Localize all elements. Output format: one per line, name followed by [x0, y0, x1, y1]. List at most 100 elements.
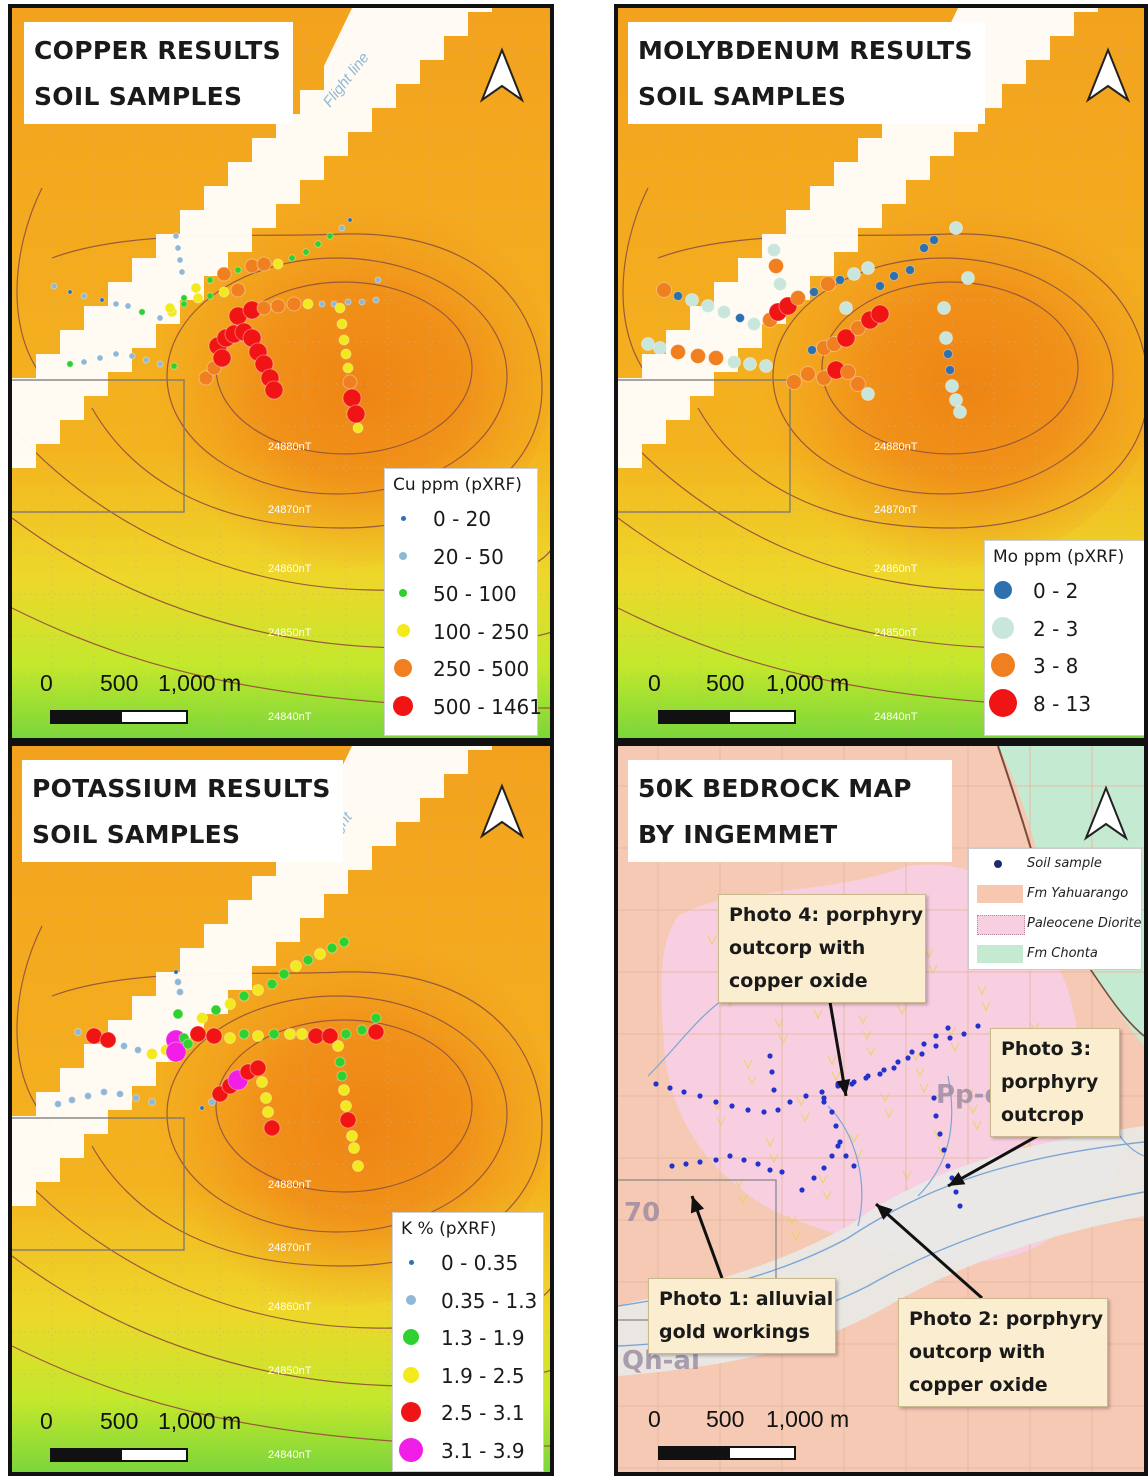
- soil-sample-point: [205, 1027, 223, 1045]
- scale-bar-black: [50, 710, 122, 724]
- legend-row: 3.1 - 3.9: [393, 1431, 543, 1469]
- soil-sample-point: [697, 1093, 703, 1099]
- soil-sample-point: [836, 328, 856, 348]
- callout-photo3-line2: porphyry: [1001, 1071, 1099, 1093]
- soil-sample-point: [347, 217, 353, 223]
- contour-label: 24840nT: [268, 711, 312, 723]
- scale-label-1000: 1,000 m: [158, 1408, 242, 1434]
- molybdenum-title-line1: MOLYBDENUM RESULTS: [638, 36, 973, 65]
- legend-label: 50 - 100: [433, 582, 517, 606]
- soil-sample-point: [148, 1098, 156, 1106]
- soil-sample-point: [212, 348, 232, 368]
- soil-sample-point: [348, 1142, 360, 1154]
- soil-sample-point: [249, 1059, 267, 1077]
- soil-sample-point: [338, 224, 346, 232]
- soil-sample-point: [850, 320, 866, 336]
- contour-label: 24860nT: [268, 1301, 312, 1313]
- legend-label: 0 - 0.35: [441, 1251, 519, 1275]
- soil-sample-point: [905, 265, 915, 275]
- soil-sample-point: [198, 370, 214, 386]
- diorite-pattern: [858, 1014, 868, 1025]
- soil-sample-point: [260, 1092, 272, 1104]
- legend-row: 0 - 0.35: [393, 1243, 543, 1281]
- soil-sample-point: [931, 1095, 937, 1101]
- callout-photo4-line1: Photo 4: porphyry: [729, 904, 923, 926]
- legend-soil-sample: Soil sample: [969, 849, 1141, 879]
- diorite-pattern: [866, 1046, 876, 1057]
- soil-sample-point: [374, 276, 382, 284]
- soil-sample-point: [338, 936, 350, 948]
- geology-label-70: 70: [624, 1198, 661, 1228]
- soil-sample-point: [861, 387, 875, 401]
- yahuarango-swatch: [977, 885, 1023, 903]
- soil-sample-point: [224, 998, 236, 1010]
- soil-sample-point: [146, 1048, 158, 1060]
- legend-symbol-icon: [399, 1437, 423, 1462]
- soil-sample-point: [816, 370, 832, 386]
- soil-sample-point: [933, 1033, 939, 1039]
- soil-sample-point: [837, 1139, 843, 1145]
- diorite-pattern: [928, 964, 938, 975]
- soil-sample-point: [230, 282, 246, 298]
- soil-sample-point: [937, 301, 951, 315]
- soil-sample-point: [210, 1004, 222, 1016]
- molybdenum-legend: Mo ppm (pXRF) 0 - 2 2 - 3 3 - 8 8 - 13: [984, 540, 1144, 736]
- soil-sample-point: [729, 1103, 735, 1109]
- soil-sample-point: [683, 1161, 689, 1167]
- potassium-scale-bar: 0 500 1,000 m: [40, 1408, 280, 1468]
- legend-label: 2.5 - 3.1: [441, 1401, 525, 1425]
- soil-sample-point: [961, 271, 975, 285]
- soil-sample-point: [769, 1069, 775, 1075]
- soil-sample-point: [690, 348, 706, 364]
- callout-photo2: Photo 2: porphyry outcorp with copper ox…: [898, 1298, 1108, 1407]
- soil-sample-point: [356, 1024, 368, 1036]
- contour-label: 24880nT: [268, 1179, 312, 1191]
- legend-row: 1.9 - 2.5: [393, 1356, 543, 1394]
- contour-label: 24850nT: [268, 627, 312, 639]
- legend-label: 1.9 - 2.5: [441, 1363, 525, 1388]
- soil-sample-point: [921, 1041, 927, 1047]
- legend-row: 2.5 - 3.1: [393, 1393, 543, 1431]
- soil-sample-point: [338, 334, 350, 346]
- soil-sample-point: [178, 268, 186, 276]
- legend-symbol-icon: [991, 653, 1015, 677]
- contour-label: 24860nT: [268, 563, 312, 575]
- soil-sample-point: [199, 1105, 205, 1111]
- diorite-pattern: [743, 1059, 753, 1070]
- soil-sample-point: [176, 256, 184, 264]
- callout-photo2-line3: copper oxide: [909, 1374, 1048, 1396]
- soil-sample-point: [656, 282, 672, 298]
- soil-sample-point: [717, 305, 731, 319]
- potassium-legend-rows: 0 - 0.35 0.35 - 1.3 1.3 - 1.9 1.9 - 2.5 2.5 …: [393, 1243, 543, 1468]
- soil-sample-point: [941, 1147, 947, 1153]
- soil-sample-point: [340, 348, 352, 360]
- legend-label: 3 - 8: [1033, 654, 1079, 678]
- soil-sample-point: [156, 360, 164, 368]
- contour-label: 24850nT: [268, 1365, 312, 1377]
- scale-label-1000: 1,000 m: [766, 670, 850, 696]
- molybdenum-panel: 24880nT 24870nT 24860nT 24850nT 24840nT MOLY…: [614, 4, 1148, 742]
- legend-label: 250 - 500: [433, 657, 530, 681]
- soil-sample-point: [891, 1065, 897, 1071]
- legend-row: 3 - 8: [985, 646, 1144, 684]
- soil-sample-point: [957, 1203, 963, 1209]
- legend-symbol-icon: [399, 551, 407, 560]
- diorite-pattern: [734, 1178, 744, 1189]
- soil-sample-point: [326, 942, 338, 954]
- soil-sample-point: [314, 240, 322, 248]
- soil-sample-point: [54, 1100, 62, 1108]
- soil-sample-point: [933, 1113, 939, 1119]
- legend-row: 100 - 250: [385, 612, 537, 650]
- soil-sample-point: [367, 1023, 385, 1041]
- soil-sample-point: [821, 1165, 827, 1171]
- copper-legend: Cu ppm (pXRF) 0 - 20 20 - 50 50 - 100 100 -…: [384, 468, 542, 736]
- soil-sample-point: [174, 244, 182, 252]
- soil-sample-point: [172, 232, 180, 240]
- soil-sample-point: [370, 1012, 382, 1024]
- soil-sample-point: [112, 350, 120, 358]
- legend-label: 0 - 20: [433, 507, 492, 531]
- soil-sample-point: [50, 282, 58, 290]
- soil-sample-point: [302, 248, 310, 256]
- river: [917, 1075, 953, 1197]
- soil-sample-point: [156, 314, 164, 322]
